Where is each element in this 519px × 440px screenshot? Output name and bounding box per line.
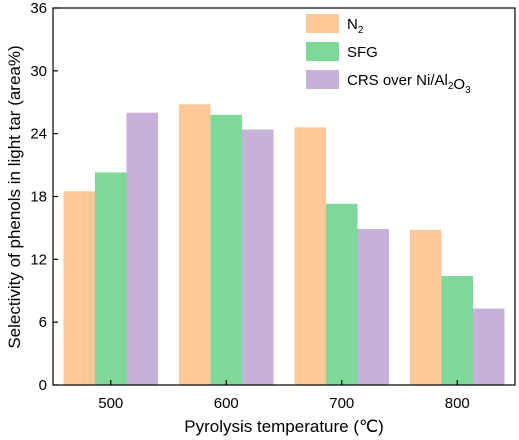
x-tick-label: 700 [329, 395, 354, 412]
bars-group [63, 104, 505, 386]
y-tick-label: 30 [30, 63, 47, 80]
bar-crs-over-ni-al2o3-500 [126, 112, 158, 385]
x-axis-ticks: 500 600 700 800 [98, 380, 470, 412]
bar-sfg-500 [95, 172, 127, 385]
legend-label: N2 [347, 16, 364, 36]
bar-sfg-600 [210, 114, 242, 386]
x-tick-label: 500 [98, 395, 123, 412]
y-tick-label: 18 [30, 189, 47, 206]
bar-crs-over-ni-al2o3-800 [473, 308, 505, 385]
y-axis-ticks: 0 6 12 18 24 30 36 [30, 0, 58, 394]
y-tick-label: 0 [39, 377, 47, 394]
legend-swatch [306, 42, 339, 61]
legend-label: CRS over Ni/Al2O3 [347, 72, 471, 96]
bar-n2-700 [294, 127, 326, 385]
bar-n2-500 [63, 191, 95, 385]
x-axis-title: Pyrolysis temperature (℃) [184, 417, 384, 436]
y-tick-label: 12 [30, 251, 47, 268]
y-tick-label: 24 [30, 126, 47, 143]
bar-crs-over-ni-al2o3-700 [357, 228, 389, 385]
bar-sfg-800 [441, 276, 473, 385]
y-tick-label: 6 [39, 314, 47, 331]
legend-label: SFG [347, 44, 378, 61]
x-tick-label: 600 [214, 395, 239, 412]
x-tick-label: 800 [445, 395, 470, 412]
legend: N2 SFG CRS over Ni/Al2O3 [306, 14, 471, 96]
legend-swatch [306, 14, 339, 33]
bar-n2-800 [410, 230, 442, 385]
legend-swatch [306, 70, 339, 89]
y-axis-title: Selectivity of phenols in light tar (are… [5, 45, 24, 348]
bar-crs-over-ni-al2o3-600 [242, 129, 274, 385]
bar-n2-600 [179, 104, 211, 385]
plot-frame [52, 7, 516, 386]
y-tick-label: 36 [30, 0, 47, 17]
bar-sfg-700 [326, 203, 358, 385]
